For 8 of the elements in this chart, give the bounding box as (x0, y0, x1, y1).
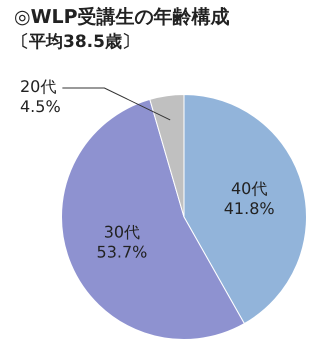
data-label: 41.8% (224, 198, 275, 218)
slice-label: 40代 (230, 178, 268, 198)
data-label: 53.7% (96, 242, 148, 262)
chart-title: ◎WLP受講生の年齢構成 (14, 5, 230, 30)
chart-subtitle: 〔平均38.5歳〕 (12, 31, 139, 53)
data-label: 4.5% (20, 97, 61, 116)
slice-label: 20代 (20, 77, 56, 96)
slice-label: 30代 (104, 222, 140, 242)
